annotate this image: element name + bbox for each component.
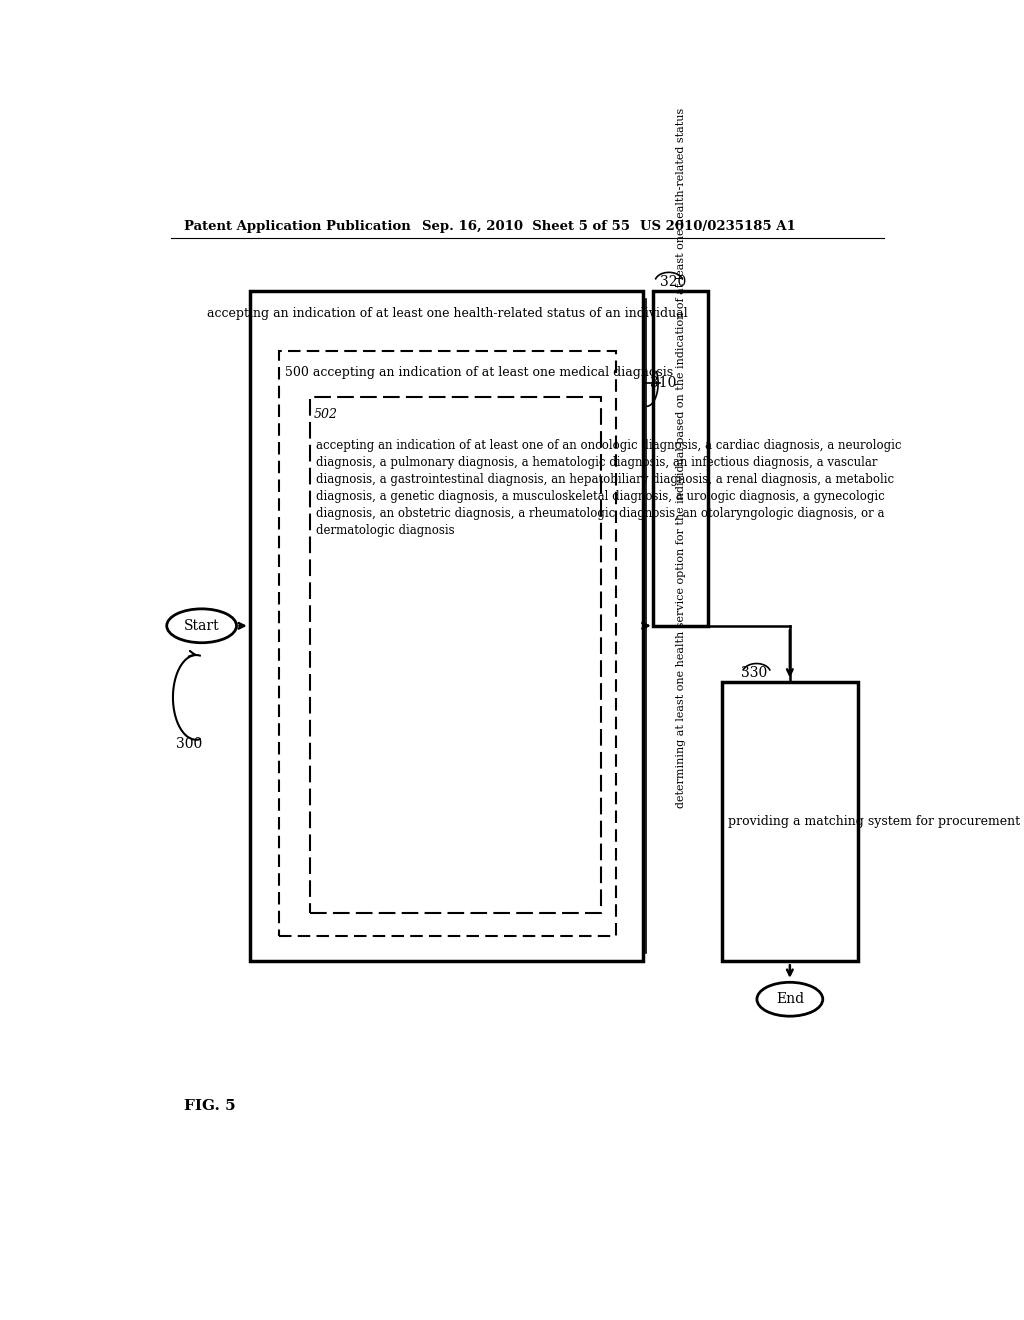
- Text: determining at least one health service option for the individual based on the i: determining at least one health service …: [676, 108, 686, 808]
- Bar: [722, 682, 858, 961]
- Text: US 2010/0235185 A1: US 2010/0235185 A1: [640, 219, 796, 232]
- Text: 310: 310: [649, 376, 676, 391]
- Text: Start: Start: [184, 619, 219, 632]
- Text: Sep. 16, 2010  Sheet 5 of 55: Sep. 16, 2010 Sheet 5 of 55: [423, 219, 631, 232]
- Text: providing a matching system for procurement of a desired health service option: providing a matching system for procurem…: [728, 814, 1024, 828]
- Ellipse shape: [167, 609, 237, 643]
- Text: 500 accepting an indication of at least one medical diagnosis: 500 accepting an indication of at least …: [286, 366, 674, 379]
- Text: 300: 300: [176, 737, 203, 751]
- Bar: [251, 290, 643, 961]
- Text: Patent Application Publication: Patent Application Publication: [183, 219, 411, 232]
- Text: accepting an indication of at least one of an oncologic diagnosis, a cardiac dia: accepting an indication of at least one …: [316, 440, 902, 537]
- Text: accepting an indication of at least one health-related status of an individual: accepting an indication of at least one …: [207, 308, 687, 321]
- Text: 320: 320: [659, 275, 686, 289]
- Bar: [653, 290, 708, 626]
- Text: FIG. 5: FIG. 5: [183, 1098, 236, 1113]
- Bar: [280, 351, 616, 936]
- Text: 502: 502: [313, 408, 337, 421]
- Bar: [310, 397, 601, 913]
- Text: End: End: [776, 993, 804, 1006]
- Ellipse shape: [757, 982, 823, 1016]
- Text: 330: 330: [741, 665, 767, 680]
